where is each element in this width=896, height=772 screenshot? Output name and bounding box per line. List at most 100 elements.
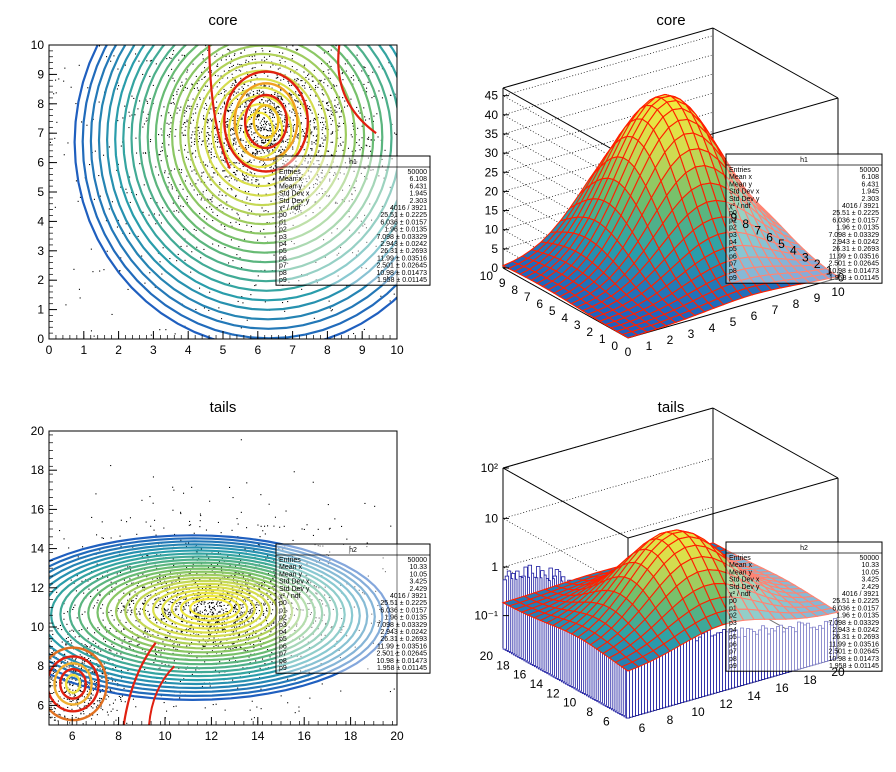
scatter-point	[272, 217, 274, 219]
scatter-point	[274, 127, 276, 129]
scatter-point	[207, 137, 209, 139]
scatter-point	[207, 118, 209, 120]
scatter-point	[262, 658, 264, 660]
scatter-point	[316, 593, 318, 595]
scatter-point	[89, 646, 91, 648]
scatter-point	[198, 588, 200, 590]
scatter-point	[199, 579, 201, 581]
scatter-point	[253, 138, 255, 140]
scatter-point	[240, 607, 242, 609]
scatter-point	[287, 179, 289, 181]
scatter-point	[220, 605, 222, 607]
scatter-point	[288, 580, 290, 582]
scatter-point	[203, 227, 205, 229]
scatter-point	[181, 616, 183, 618]
scatter-point	[208, 143, 210, 145]
scatter-point	[238, 619, 240, 621]
scatter-point	[278, 106, 280, 108]
scatter-point	[381, 158, 383, 160]
scatter-point	[180, 513, 182, 515]
scatter-point	[260, 688, 262, 690]
scatter-point	[226, 150, 228, 152]
scatter-point	[216, 156, 218, 158]
scatter-point	[130, 640, 132, 642]
scatter-point	[206, 104, 208, 106]
scatter-point	[190, 122, 192, 124]
frame-edge	[502, 169, 714, 231]
scatter-point	[342, 149, 344, 151]
scatter-point	[249, 100, 251, 102]
scatter-point	[257, 179, 259, 181]
scatter-point	[206, 554, 208, 556]
scatter-point	[323, 239, 325, 241]
scatter-point	[272, 577, 274, 579]
scatter-point	[256, 90, 258, 92]
scatter-point	[310, 109, 312, 111]
scatter-point	[301, 80, 303, 82]
scatter-point	[217, 552, 219, 554]
scatter-point	[393, 628, 395, 630]
scatter-point	[190, 159, 192, 161]
scatter-point	[223, 102, 225, 104]
scatter-point	[107, 714, 109, 716]
scatter-point	[213, 608, 215, 610]
scatter-point	[277, 97, 279, 99]
scatter-point	[367, 668, 369, 670]
scatter-point	[78, 288, 80, 290]
scatter-point	[186, 631, 188, 633]
scatter-point	[325, 108, 327, 110]
scatter-point	[249, 107, 251, 109]
stats-value: 2.303	[861, 196, 879, 203]
scatter-point	[266, 120, 268, 122]
scatter-point	[102, 537, 104, 539]
scatter-point	[278, 557, 280, 559]
scatter-point	[195, 229, 197, 231]
fit-contour-line	[223, 70, 310, 173]
scatter-point	[258, 115, 260, 117]
scatter-point	[158, 214, 160, 216]
scatter-point	[262, 50, 264, 52]
scatter-point	[311, 148, 313, 150]
scatter-point	[260, 130, 262, 132]
scatter-point	[224, 623, 226, 625]
scatter-point	[248, 636, 250, 638]
scatter-point	[282, 163, 284, 165]
scatter-point	[282, 156, 284, 158]
scatter-point	[263, 124, 265, 126]
scatter-point	[99, 270, 101, 272]
scatter-point	[268, 152, 270, 154]
scatter-point	[169, 102, 171, 104]
scatter-point	[224, 91, 226, 93]
scatter-point	[294, 712, 296, 714]
scatter-point	[244, 105, 246, 107]
scatter-point	[176, 210, 178, 212]
scatter-point	[252, 176, 254, 178]
scatter-point	[171, 188, 173, 190]
scatter-point	[151, 59, 153, 61]
scatter-point	[215, 141, 217, 143]
scatter-point	[260, 127, 262, 129]
scatter-point	[72, 689, 74, 691]
x-tick-label: 1	[80, 343, 87, 357]
scatter-point	[273, 139, 275, 141]
scatter-point	[217, 75, 219, 77]
scatter-point	[297, 100, 299, 102]
scatter-point	[250, 126, 252, 128]
scatter-point	[124, 105, 126, 107]
scatter-point	[305, 158, 307, 160]
scatter-point	[144, 627, 146, 629]
scatter-point	[269, 127, 271, 129]
scatter-point	[265, 100, 267, 102]
scatter-point	[115, 630, 117, 632]
scatter-point	[189, 624, 191, 626]
scatter-point	[235, 604, 237, 606]
scatter-point	[280, 652, 282, 654]
scatter-point	[329, 551, 331, 553]
scatter-point	[149, 630, 151, 632]
scatter-point	[348, 157, 350, 159]
scatter-point	[234, 162, 236, 164]
scatter-point	[223, 101, 225, 103]
scatter-point	[245, 175, 247, 177]
scatter-point	[342, 97, 344, 99]
stats-value: 2.943 ± 0.0242	[380, 241, 427, 248]
